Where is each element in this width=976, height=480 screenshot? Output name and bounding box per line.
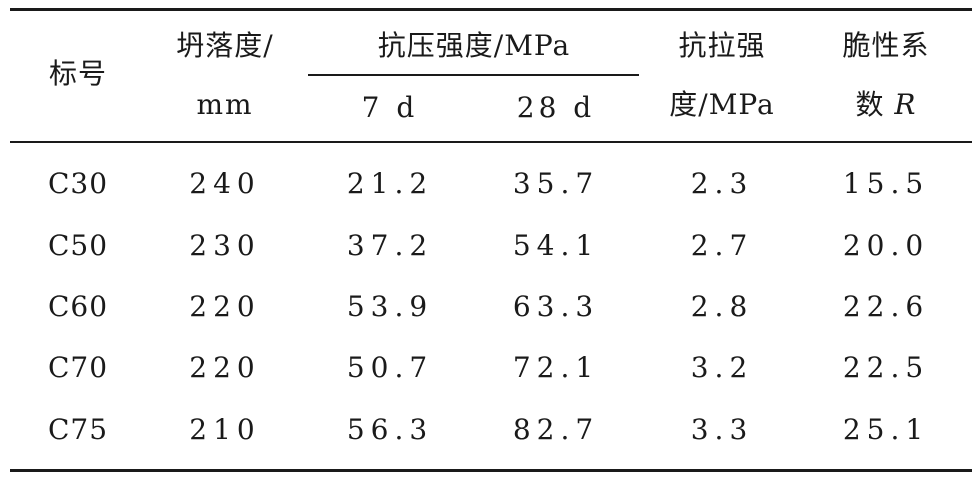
cell-grade: C60 [47, 290, 109, 323]
cell-tensile: 3.2 [690, 351, 754, 384]
cell-tensile: 2.8 [690, 290, 754, 323]
cell-tensile: 3.3 [690, 413, 754, 446]
cell-comp-7d: 21.2 [346, 167, 434, 200]
cell-grade: C75 [47, 413, 109, 446]
cell-comp-7d: 50.7 [346, 351, 434, 384]
header-brittleness-line2: 数 R [855, 91, 916, 119]
cell-comp-28d: 82.7 [512, 413, 600, 446]
cell-brittleness: 22.6 [842, 290, 930, 323]
cell-brittleness: 22.5 [842, 351, 930, 384]
cell-comp-28d: 72.1 [512, 351, 600, 384]
header-grade: 标号 [48, 57, 108, 90]
table-bottom-rule [10, 469, 972, 472]
cell-comp-7d: 37.2 [346, 229, 434, 262]
cell-tensile: 2.3 [690, 167, 754, 200]
cell-comp-28d: 54.1 [512, 229, 600, 262]
header-brittleness-prefix: 数 [855, 88, 885, 121]
header-brittleness-line1: 脆性系 [842, 29, 930, 62]
cell-grade: C70 [47, 351, 109, 384]
cell-comp-28d: 63.3 [512, 290, 600, 323]
cell-slump: 220 [189, 351, 261, 384]
cell-comp-28d: 35.7 [512, 167, 600, 200]
table-header-rule [10, 141, 972, 143]
header-tensile-line1: 抗拉强 [678, 29, 766, 62]
cell-slump: 240 [189, 167, 261, 200]
cell-brittleness: 15.5 [842, 167, 930, 200]
concrete-properties-table: 标号 坍落度/ mm 抗压强度/MPa 7 d 28 d 抗拉强 度/MPa 脆… [10, 8, 972, 472]
cell-slump: 230 [189, 229, 261, 262]
cell-comp-7d: 53.9 [346, 290, 434, 323]
header-compressive-28d: 28 d [516, 91, 596, 124]
cell-slump: 220 [189, 290, 261, 323]
cell-brittleness: 25.1 [842, 413, 930, 446]
cell-grade: C30 [47, 167, 109, 200]
compressive-strength-span-rule [308, 74, 639, 76]
header-compressive-7d: 7 d [361, 91, 419, 124]
cell-grade: C50 [47, 229, 109, 262]
cell-tensile: 2.7 [690, 229, 754, 262]
header-slump-line1: 坍落度/ [176, 29, 274, 62]
header-brittleness-symbol: R [894, 88, 917, 121]
cell-comp-7d: 56.3 [346, 413, 434, 446]
cell-brittleness: 20.0 [842, 229, 930, 262]
table-top-rule [10, 8, 972, 11]
header-tensile-line2: 度/MPa [669, 88, 775, 121]
cell-slump: 210 [189, 413, 261, 446]
header-slump-line2: mm [196, 88, 254, 121]
header-compressive-strength: 抗压强度/MPa [377, 29, 571, 62]
